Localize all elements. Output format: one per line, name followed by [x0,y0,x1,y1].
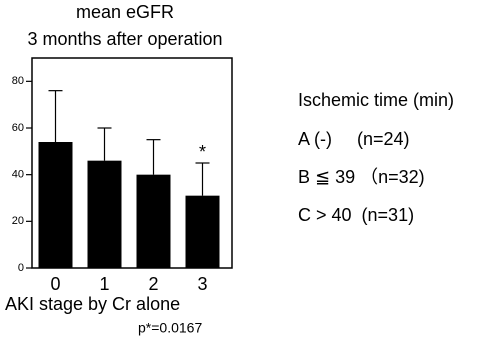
y-tick-label: 60 [12,122,24,134]
bar [38,142,73,268]
x-tick-label: 0 [50,274,60,294]
y-tick-label: 0 [18,262,24,274]
chart-title: mean eGFR [76,2,174,22]
chart-title: 3 months after operation [27,29,222,49]
legend-item: A (-) (n=24) [298,129,410,149]
y-tick-label: 20 [12,215,24,227]
significance-mark: * [199,142,206,162]
x-tick-label: 2 [148,274,158,294]
y-tick-label: 80 [12,75,24,87]
bar [136,174,171,268]
legend-title: Ischemic time (min) [298,90,454,110]
y-tick-label: 40 [12,169,24,181]
x-axis-label: AKI stage by Cr alone [5,294,180,314]
plot-frame [31,57,233,269]
note: p*=0.0167 [138,320,202,336]
x-tick-label: 1 [99,274,109,294]
bar [87,160,122,268]
bar [185,195,220,268]
x-tick-label: 3 [197,274,207,294]
legend-item: B ≦ 39 （n=32) [298,167,425,187]
legend-item: C > 40 (n=31) [298,205,414,225]
